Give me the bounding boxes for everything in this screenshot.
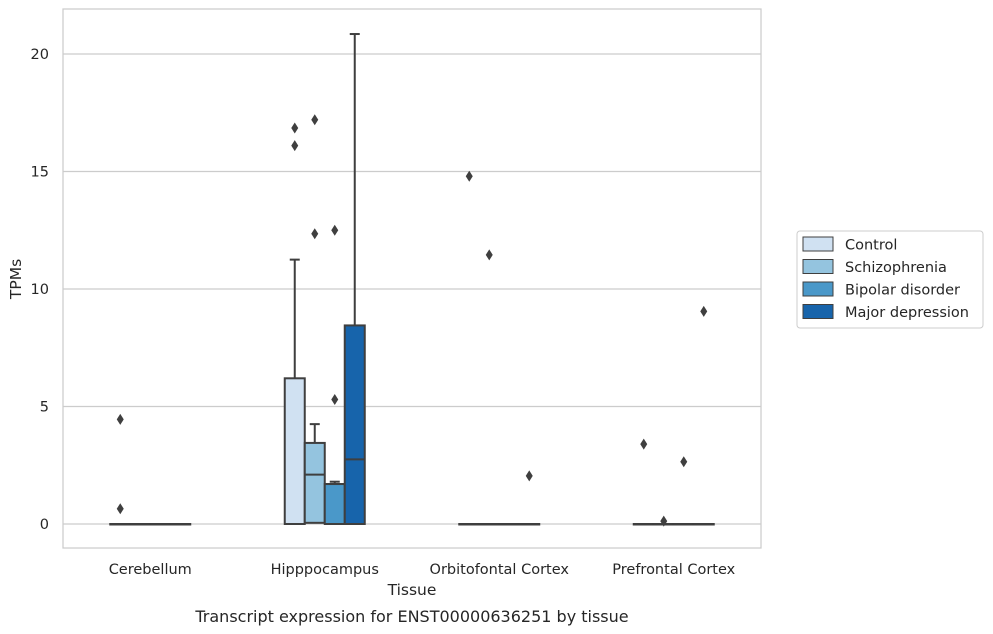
legend-label: Schizophrenia [845,260,947,276]
box-schizophrenia [303,114,326,524]
y-tick-label: 10 [31,282,49,298]
y-axis-label: TPMs [7,259,25,300]
outlier-point [465,170,473,182]
outlier-point [311,228,319,240]
x-tick-label: Cerebellum [109,562,192,578]
y-tick-label: 15 [31,165,49,181]
y-tick-label: 5 [40,400,49,416]
outlier-point [311,114,319,126]
box-control [632,438,655,526]
box-body [323,483,346,525]
x-axis-label: Tissue [387,581,437,599]
x-tick-labels: Cerebellum Hipppocampus Orbitofontal Corte… [109,562,736,578]
legend-label: Bipolar disorder [845,283,960,299]
legend-label: Major depression [845,305,969,321]
outlier-point [116,503,124,515]
outlier-point [640,438,648,450]
outlier-point [700,305,708,317]
outlier-point [331,393,339,405]
y-tick-labels: 0 5 10 15 20 [31,47,49,533]
outlier-point [291,140,299,152]
chart-caption: Transcript expression for ENST0000063625… [194,607,628,626]
grid-lines [63,53,761,525]
legend-swatch [802,281,834,297]
box-bipolar-disorder [323,224,346,525]
box-major-depression [692,305,715,526]
plot-frame [62,8,762,549]
legend-frame [796,230,984,329]
legend-swatch [802,259,834,274]
box-control [283,122,306,525]
box-control [458,170,481,526]
box-body [283,377,306,525]
legend-swatch [802,304,834,319]
legend-label: Control [845,238,897,254]
legend: Control Schizophrenia Bipolar disorder Majo… [796,230,984,329]
box-bipolar-disorder [672,456,695,526]
outlier-point [116,413,124,425]
outlier-point [331,224,339,236]
box-body [343,324,366,525]
outlier-point [525,470,533,482]
x-tick-label: Prefrontal Cortex [612,562,735,578]
box-plot-marks [109,33,715,527]
outlier-point [660,515,668,527]
legend-swatch [802,236,834,252]
outlier-point [680,456,688,468]
box-bipolar-disorder [498,523,521,526]
box-schizophrenia [652,515,675,527]
x-tick-label: Hipppocampus [271,562,379,578]
box-bipolar-disorder [149,523,172,526]
box-body [303,441,326,524]
box-schizophrenia [129,523,152,526]
y-tick-label: 20 [31,47,49,63]
box-control [109,413,132,526]
box-major-depression [518,470,541,526]
box-major-depression [343,33,366,525]
outlier-point [485,249,493,261]
outlier-point [291,122,299,134]
box-major-depression [169,523,192,526]
x-tick-label: Orbitofontal Cortex [430,562,570,578]
box-schizophrenia [478,249,501,526]
y-tick-label: 0 [40,517,49,533]
